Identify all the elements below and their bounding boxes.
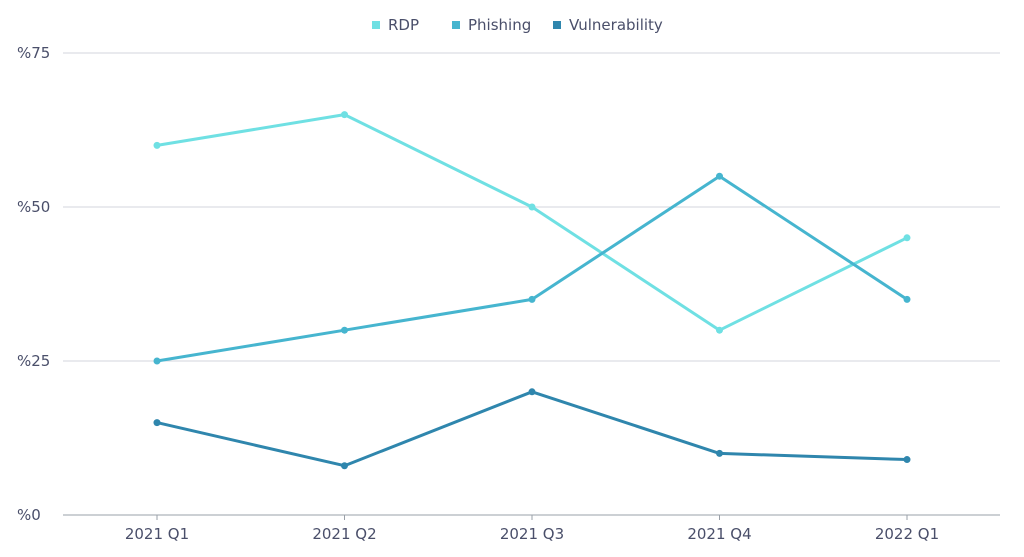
- legend-label-phishing: Phishing: [468, 16, 531, 34]
- legend-label-vulnerability: Vulnerability: [569, 16, 663, 34]
- x-tick-label: 2021 Q4: [687, 525, 751, 543]
- data-point-vulnerability: [716, 449, 723, 457]
- y-tick-label: %25: [17, 352, 50, 370]
- data-point-rdp: [528, 203, 536, 211]
- axis-layer: %0 %25 %50 %75 2021 Q1 2021 Q2 2021 Q3 2021 Q4 2…: [17, 44, 939, 543]
- data-point-phishing: [153, 357, 161, 365]
- data-point-vulnerability: [528, 388, 536, 396]
- data-point-rdp: [153, 141, 161, 149]
- legend-swatch-phishing: [452, 21, 460, 29]
- data-point-vulnerability: [341, 462, 348, 470]
- data-point-rdp: [716, 326, 723, 334]
- data-point-phishing: [716, 172, 723, 180]
- legend-label-rdp: RDP: [388, 16, 419, 34]
- legend-swatch-rdp: [372, 21, 380, 29]
- legend-swatch-vulnerability: [553, 21, 561, 29]
- data-point-vulnerability: [153, 419, 161, 427]
- legend: RDP Phishing Vulnerability: [372, 16, 663, 34]
- series-line-vulnerability: [155, 390, 909, 468]
- y-tick-label: %75: [17, 44, 50, 62]
- data-point-rdp: [341, 111, 348, 119]
- y-tick-label: %50: [17, 198, 50, 216]
- x-tick-label: 2022 Q1: [875, 525, 939, 543]
- x-tick-label: 2021 Q3: [500, 525, 564, 543]
- data-point-phishing: [903, 295, 911, 303]
- data-point-phishing: [341, 326, 348, 334]
- data-point-phishing: [528, 295, 536, 303]
- data-point-vulnerability: [903, 456, 911, 464]
- y-tick-label: %0: [17, 506, 41, 524]
- x-tick-label: 2021 Q2: [312, 525, 376, 543]
- grid-layer: [63, 52, 1000, 516]
- series-layer: [153, 111, 911, 470]
- x-tick-label: 2021 Q1: [125, 525, 189, 543]
- data-point-rdp: [903, 234, 911, 242]
